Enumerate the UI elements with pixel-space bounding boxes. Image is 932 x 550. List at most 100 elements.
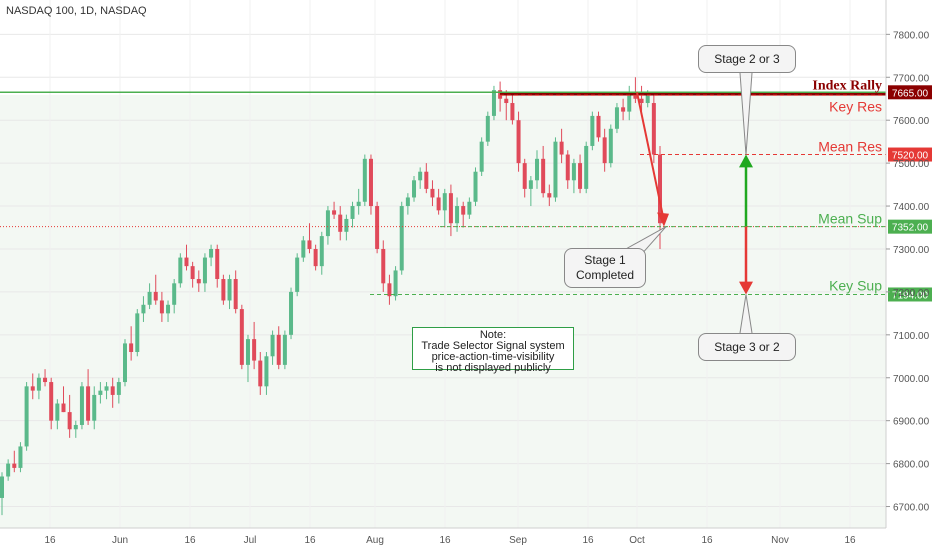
candle-body xyxy=(61,403,66,413)
note-line: Note: xyxy=(479,329,507,341)
x-tick-label: 16 xyxy=(439,535,451,546)
callout-stage-1-completed: Stage 1 Completed xyxy=(564,248,646,288)
candle-body xyxy=(547,193,552,198)
candle-body xyxy=(528,180,533,189)
candle-body xyxy=(319,236,324,267)
candle-body xyxy=(307,240,312,249)
candle-body xyxy=(491,90,496,116)
x-tick-label: Jul xyxy=(244,535,257,546)
candle-body xyxy=(147,291,152,305)
callout-text: Stage 1 xyxy=(584,253,626,267)
candle-body xyxy=(436,197,441,211)
y-axis: 6700.00 6800.00 6900.00 7000.00 7100.00 7200.… xyxy=(885,0,930,528)
x-tick-label: 16 xyxy=(184,535,196,546)
candle-body xyxy=(608,128,613,164)
arrows xyxy=(623,72,753,334)
candle-body xyxy=(6,463,11,477)
callout-text: Completed xyxy=(575,268,635,282)
candle-body xyxy=(18,446,23,468)
price-tag: 7665.00 xyxy=(892,88,929,99)
candle-body xyxy=(79,386,84,425)
candle-body xyxy=(332,210,337,215)
candle-body xyxy=(418,171,423,181)
candle-body xyxy=(55,403,60,421)
candle-body xyxy=(350,206,355,219)
x-tick-label: 16 xyxy=(844,535,856,546)
candle-body xyxy=(504,98,509,104)
candle-body xyxy=(49,382,54,421)
candle-body xyxy=(479,141,484,172)
candle-body xyxy=(553,141,558,198)
candle-body xyxy=(399,206,404,271)
candle-body xyxy=(559,141,564,155)
candle-body xyxy=(270,334,275,357)
candles xyxy=(0,77,662,516)
x-tick-label: 16 xyxy=(304,535,316,546)
candle-body xyxy=(448,193,453,224)
candle-body xyxy=(362,158,367,202)
candle-body xyxy=(485,115,490,142)
y-tick-label: 7200.00 xyxy=(893,288,930,299)
x-tick-label: Jun xyxy=(112,535,128,546)
candle-body xyxy=(541,158,546,194)
level-label: Index Rally xyxy=(812,78,882,93)
candle-body xyxy=(658,154,662,224)
candle-body xyxy=(98,390,103,395)
candle-body xyxy=(209,248,214,258)
candle-body xyxy=(565,154,570,181)
candle-body xyxy=(135,313,140,352)
candle-body xyxy=(313,248,318,267)
callout-pointer xyxy=(739,294,753,334)
y-tick-label: 6900.00 xyxy=(893,417,930,428)
candle-body xyxy=(258,360,263,387)
candle-body xyxy=(596,115,601,138)
candle-body xyxy=(129,343,134,352)
chart-title: NASDAQ 100, 1D, NASDAQ xyxy=(6,5,147,17)
candle-body xyxy=(295,257,300,292)
candle-body xyxy=(571,163,576,181)
price-tag-bg xyxy=(888,287,932,302)
candle-body xyxy=(12,463,17,468)
level-label: Mean Sup xyxy=(818,211,882,227)
candle-body xyxy=(202,257,207,284)
candle-body xyxy=(282,334,287,365)
candle-body xyxy=(159,300,164,314)
levels: Index Rally Key Res Mean Res Mean Sup Key Su… xyxy=(0,78,932,302)
candle-body xyxy=(166,304,171,314)
candle-body xyxy=(172,283,177,305)
candle-body xyxy=(633,94,638,99)
candle-body xyxy=(584,145,589,189)
candle-body xyxy=(252,339,257,361)
candle-body xyxy=(621,107,626,112)
candle-body xyxy=(461,206,466,215)
y-tick-label: 7800.00 xyxy=(893,30,930,41)
y-tick-label: 7000.00 xyxy=(893,374,930,385)
x-tick-label: 16 xyxy=(582,535,594,546)
candle-body xyxy=(424,171,429,189)
candle-body xyxy=(24,386,29,447)
candle-body xyxy=(510,103,515,121)
candle-body xyxy=(412,180,417,198)
candle-body xyxy=(264,356,269,387)
candle-body xyxy=(602,137,607,164)
y-tick-label: 6800.00 xyxy=(893,460,930,471)
x-tick-label: Aug xyxy=(366,535,384,546)
candle-body xyxy=(522,163,527,189)
candle-body xyxy=(344,218,349,232)
plot-background xyxy=(0,95,886,528)
level-label: Key Res xyxy=(829,98,882,114)
candle-body xyxy=(116,382,121,395)
price-tag: 7352.00 xyxy=(892,223,929,234)
candle-body xyxy=(301,240,306,258)
candle-body xyxy=(245,339,250,365)
candle-body xyxy=(393,270,398,297)
candle-body xyxy=(215,248,220,280)
candle-body xyxy=(227,279,232,301)
note-line: Trade Selector Signal system xyxy=(421,340,565,352)
candle-body xyxy=(86,386,91,421)
candle-body xyxy=(442,193,447,211)
candle-body xyxy=(276,334,281,365)
y-tick-label: 7300.00 xyxy=(893,245,930,256)
candle-body xyxy=(30,386,35,391)
